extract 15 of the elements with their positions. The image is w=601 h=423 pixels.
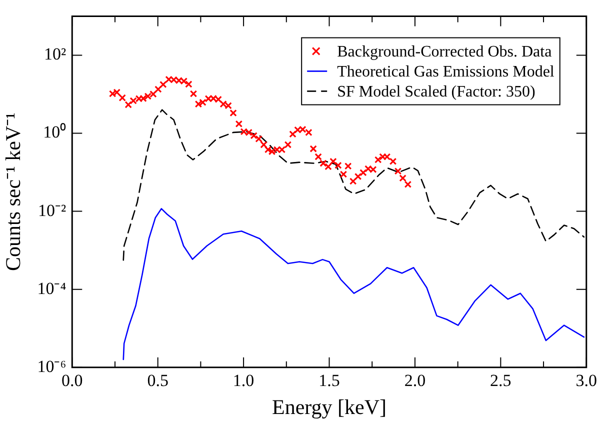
legend-label: Background-Corrected Obs. Data <box>337 43 552 60</box>
legend-label: Theoretical Gas Emissions Model <box>337 63 555 80</box>
legend-label: SF Model Scaled (Factor: 350) <box>337 83 536 100</box>
x-tick-label: 0.5 <box>147 371 168 390</box>
y-tick-label: 10² <box>44 44 66 64</box>
x-tick-label: 1.0 <box>232 371 254 390</box>
y-tick-label: 10⁻⁴ <box>37 278 66 298</box>
x-axis-title: Energy [keV] <box>272 394 386 419</box>
y-axis-title: Counts sec⁻¹ keV⁻¹ <box>1 112 26 272</box>
y-tick-label: 10⁻² <box>38 200 66 220</box>
x-tick-label: 1.5 <box>318 371 340 390</box>
x-tick-label: 2.5 <box>490 371 512 390</box>
y-tick-label: 10⁰ <box>43 122 66 142</box>
x-tick-label: 3.0 <box>576 371 597 390</box>
x-tick-label: 2.0 <box>404 371 426 390</box>
